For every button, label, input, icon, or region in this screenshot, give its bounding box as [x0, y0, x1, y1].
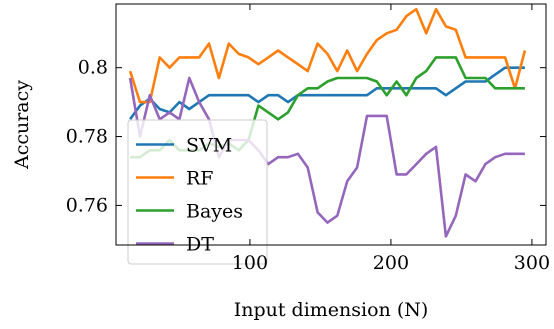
y-tick-label: 0.8 — [78, 57, 108, 79]
y-tick-label: 0.78 — [66, 126, 108, 148]
y-axis-title: Accuracy — [11, 80, 33, 170]
plot-frame — [115, 3, 547, 246]
legend-label-rf: RF — [186, 168, 214, 190]
y-axis-ticks: 0.76 0.78 0.8 — [66, 57, 546, 216]
legend-label-bayes: Bayes — [186, 201, 243, 223]
x-tick-label: 200 — [373, 252, 409, 274]
y-tick-label: 0.76 — [66, 194, 108, 216]
legend-label-svm: SVM — [186, 135, 232, 157]
series-line-svm — [129, 66, 525, 121]
x-axis-ticks: 100 200 300 — [232, 4, 550, 274]
x-tick-label: 100 — [232, 252, 268, 274]
series-line-dt — [128, 76, 525, 238]
series-line-rf — [128, 7, 527, 104]
x-axis-title: Input dimension (N) — [234, 299, 429, 321]
x-tick-label: 300 — [514, 252, 550, 274]
legend-box — [127, 119, 268, 265]
